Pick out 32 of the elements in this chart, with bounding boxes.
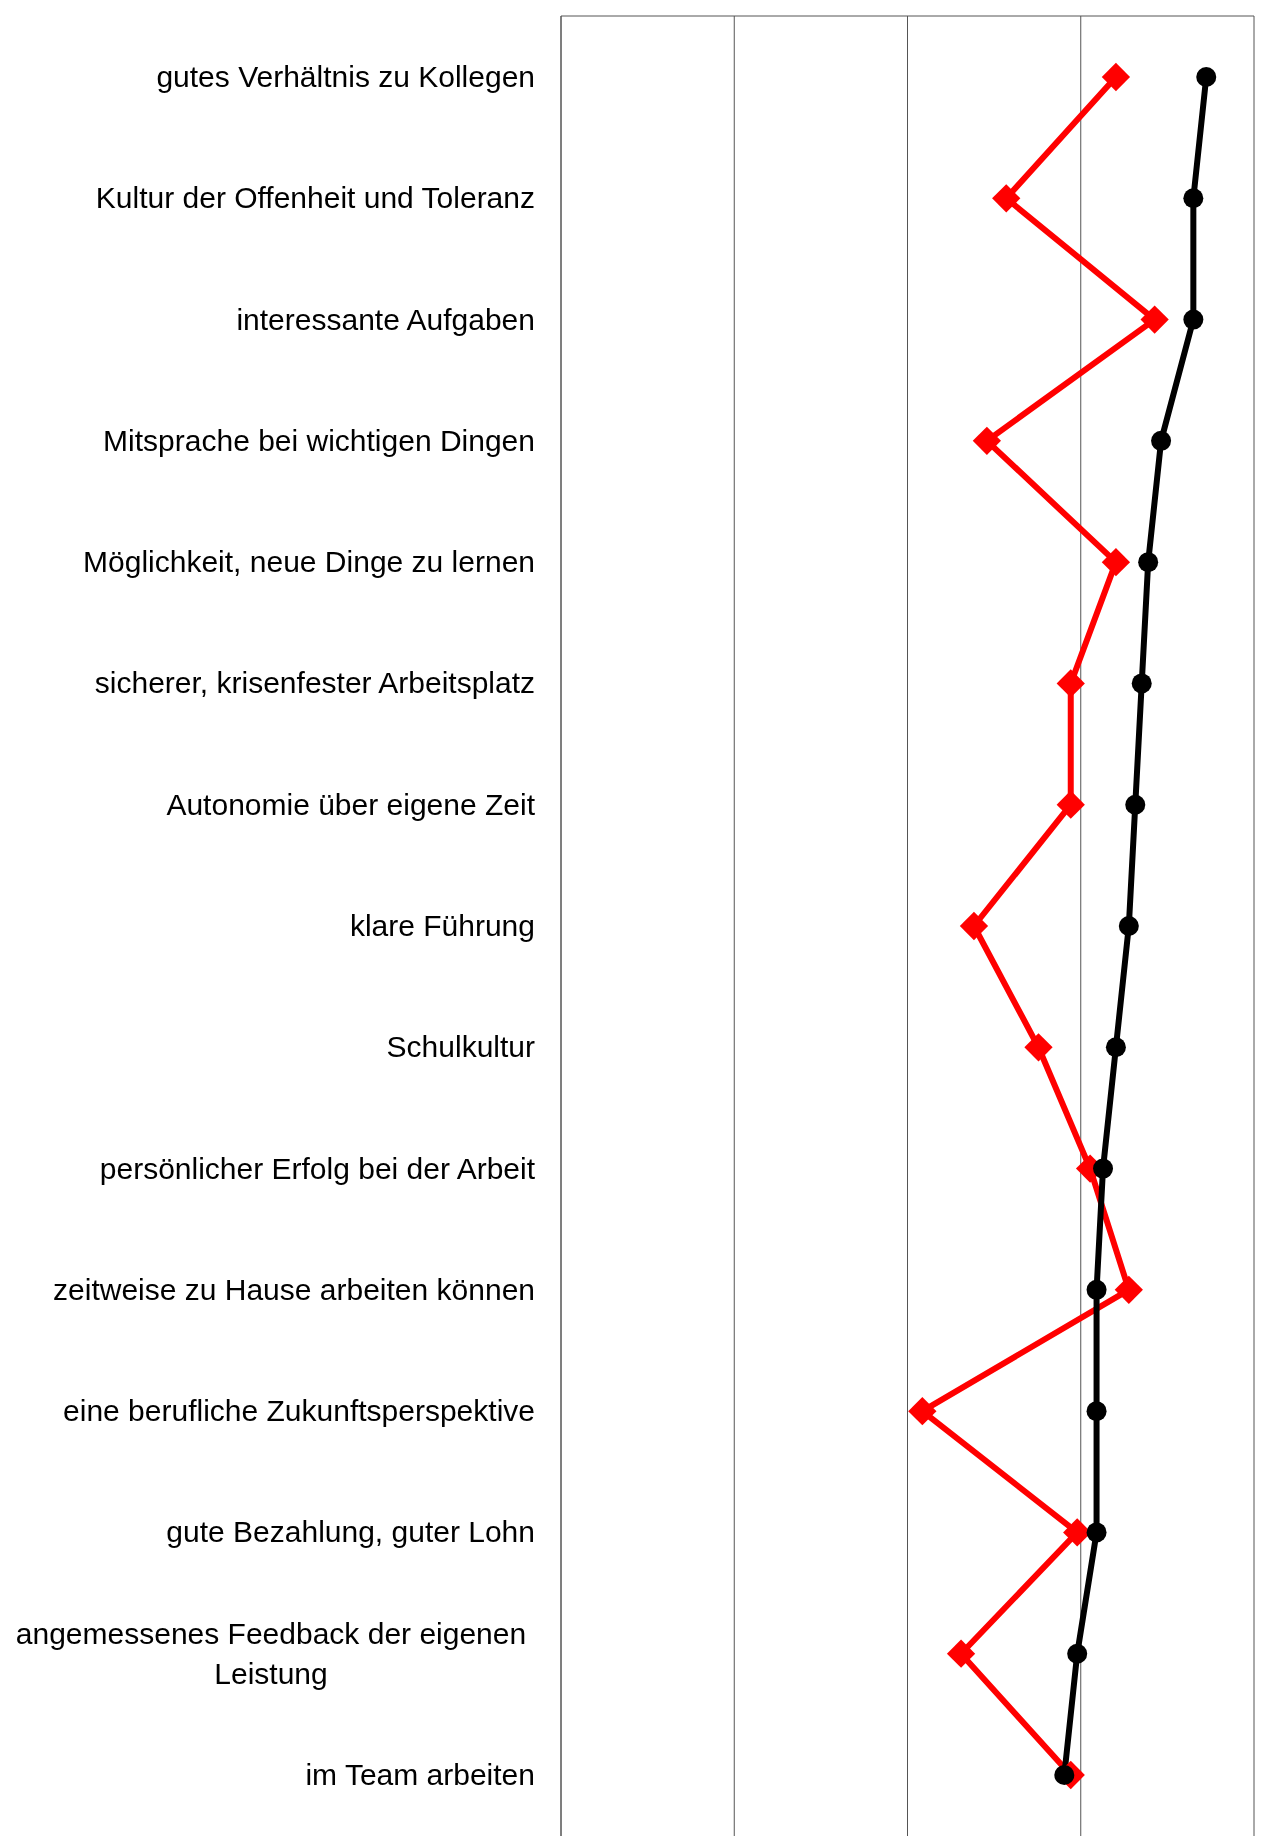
y-tick-label: im Team arbeiten (305, 1758, 535, 1791)
y-tick-label: gute Bezahlung, guter Lohn (166, 1515, 535, 1549)
y-tick-label: persönlicher Erfolg bei der Arbeit (99, 1151, 536, 1185)
point (1054, 1765, 1075, 1785)
point (1131, 673, 1152, 694)
y-tick-label: sicherer, krisenfester Arbeitsplatz (94, 666, 535, 700)
point (992, 184, 1021, 213)
point (1138, 552, 1159, 573)
point (1118, 916, 1139, 936)
point (1105, 1037, 1126, 1058)
y-tick-label: klare Führung (349, 909, 535, 942)
y-tick-label: angemessenes Feedback der eigenen Leistung (15, 1616, 527, 1690)
point (1183, 188, 1204, 209)
point (1151, 430, 1172, 451)
y-tick-label: zeitweise zu Hause arbeiten können (53, 1272, 535, 1306)
point (1183, 309, 1204, 330)
y-tick-label: Möglichkeit, neue Dinge zu lernen (83, 545, 535, 579)
point (1067, 1643, 1088, 1664)
y-tick-label: Schulkultur (386, 1030, 536, 1064)
y-tick-label: Mitsprache bei wichtigen Dingen (103, 423, 535, 457)
point (1125, 794, 1146, 815)
point (1196, 67, 1217, 87)
y-tick-label: interessante Aufgaben (236, 302, 535, 336)
point (1086, 1522, 1107, 1543)
point (1086, 1279, 1107, 1300)
point (1086, 1401, 1107, 1422)
y-tick-label: gutes Verhältnis zu Kollegen (156, 60, 535, 93)
point (946, 1639, 976, 1668)
y-tick-label: eine berufliche Zukunftsperspektive (63, 1394, 535, 1428)
y-tick-label: Autonomie über eigene Zeit (166, 787, 536, 821)
point (1093, 1158, 1114, 1179)
y-tick-label: Kultur der Offenheit und Toleranz (95, 181, 535, 215)
